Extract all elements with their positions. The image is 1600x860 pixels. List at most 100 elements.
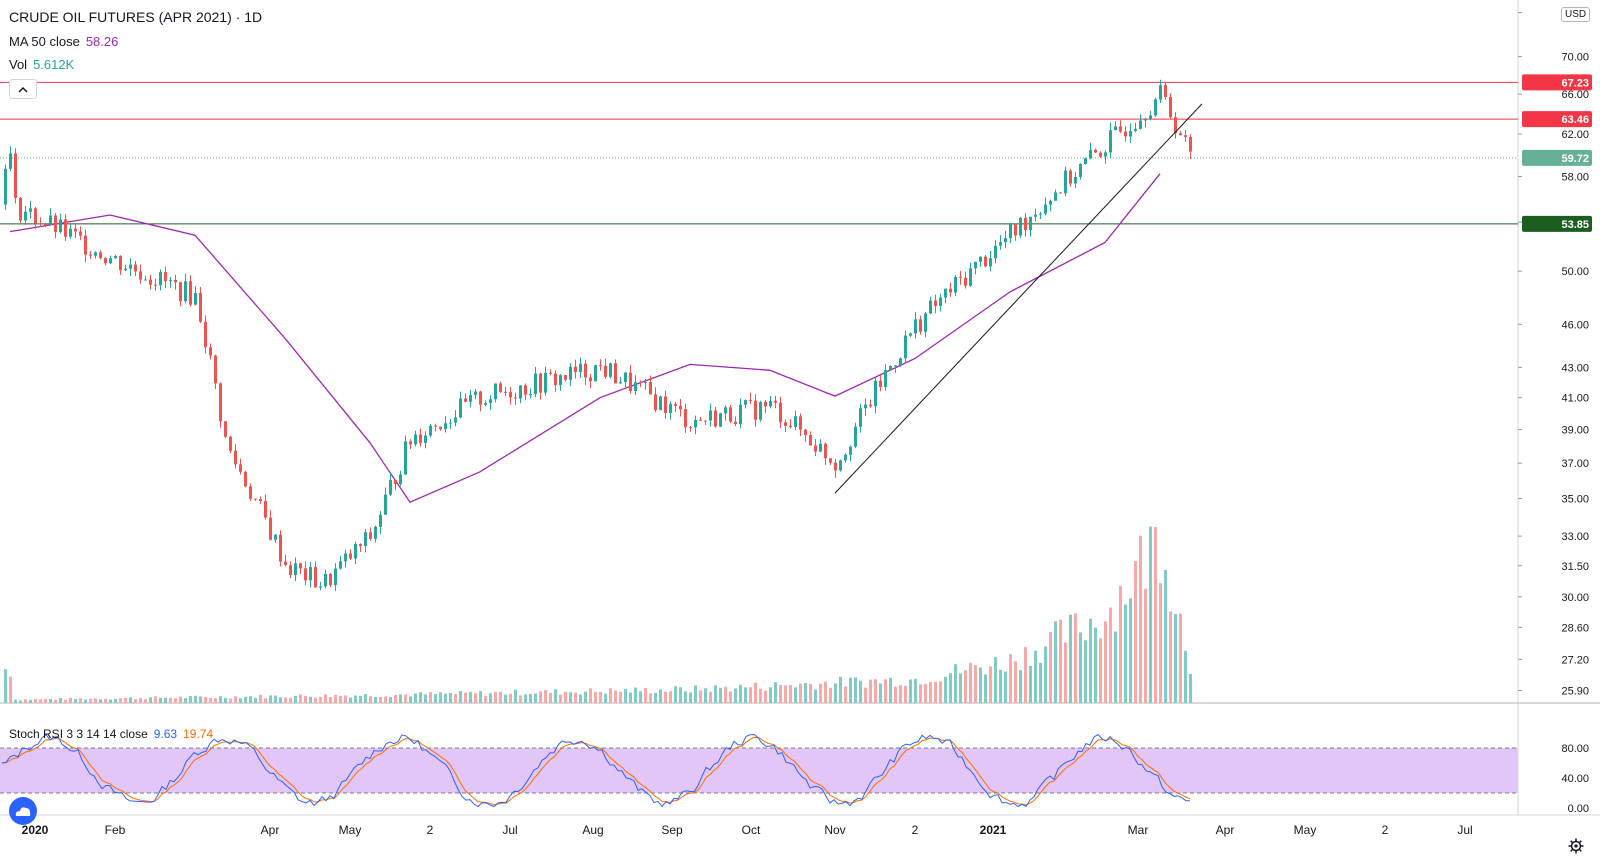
volume-bar	[199, 696, 202, 703]
volume-bar	[1004, 671, 1007, 703]
candle-body	[789, 425, 792, 428]
candle-body	[229, 436, 232, 451]
volume-bar	[809, 683, 812, 703]
price-axis[interactable]: 75.0070.0066.0062.0058.0054.0050.0046.00…	[1518, 8, 1589, 698]
volume-bar	[124, 697, 127, 703]
candle-body	[1099, 152, 1102, 157]
volume-bar	[644, 687, 647, 703]
candle-body	[1024, 217, 1027, 231]
stoch-rsi-pane: 80.00 40.00 0.00	[0, 733, 1589, 815]
candle-body	[779, 402, 782, 423]
volume-bar	[249, 696, 252, 703]
volume-bar	[899, 685, 902, 703]
candle-body	[394, 479, 397, 485]
volume-bar	[274, 695, 277, 703]
time-axis[interactable]: 2020 Feb Apr May 2 Jul Aug Sep Oct Nov 2 2021 Mar Apr…	[22, 823, 1473, 837]
candle-body	[889, 365, 892, 371]
candle-body	[489, 399, 492, 404]
currency-badge[interactable]: USD	[1561, 7, 1591, 22]
candle-body	[249, 486, 252, 499]
volume-bar	[69, 697, 72, 703]
price-label-text: 59.72	[1561, 153, 1589, 165]
horizontal-levels[interactable]	[0, 81, 1518, 225]
candle-body	[244, 471, 247, 487]
candle-body	[4, 168, 7, 205]
candle-body	[879, 380, 882, 388]
volume-bar	[754, 682, 757, 703]
candle-body	[64, 219, 67, 237]
price-tick-label: 31.50	[1561, 561, 1589, 573]
candle-body	[1069, 170, 1072, 184]
volume-bar	[1179, 613, 1182, 703]
volume-bar	[969, 662, 972, 703]
volume-bar	[99, 699, 102, 703]
volume-bar	[354, 695, 357, 703]
settings-button[interactable]	[1566, 836, 1586, 856]
volume-bar	[1019, 670, 1022, 703]
candle-body	[89, 254, 92, 256]
price-tick-label: 62.00	[1561, 129, 1589, 141]
candle-body	[859, 408, 862, 427]
candle-body	[34, 208, 37, 224]
stoch-d-line	[1, 736, 1191, 806]
volume-bar	[169, 697, 172, 703]
volume-bar	[284, 697, 287, 703]
volume-bar	[214, 698, 217, 703]
candle-body	[1179, 133, 1182, 136]
volume-bar	[414, 693, 417, 703]
candle-body	[669, 403, 672, 413]
price-tick-label: 33.00	[1561, 531, 1589, 543]
volume-bar	[444, 693, 447, 703]
candle-body	[949, 288, 952, 293]
candle-body	[874, 380, 877, 407]
volume-bar	[549, 692, 552, 703]
candle-body	[14, 153, 17, 198]
candle-body	[474, 391, 477, 396]
candle-body	[684, 409, 687, 428]
candle-body	[679, 405, 682, 410]
vol-legend: Vol 5.612K	[9, 57, 74, 72]
candle-body	[179, 282, 182, 302]
candle-body	[849, 446, 852, 455]
volume-bar	[134, 699, 137, 703]
volume-bar	[554, 689, 557, 703]
collapse-legend-button[interactable]	[9, 79, 37, 99]
volume-bar	[499, 691, 502, 703]
candle-body	[1014, 224, 1017, 236]
volume-bar	[464, 692, 467, 703]
candle-body	[279, 534, 282, 562]
volume-bar	[624, 688, 627, 703]
candle-body	[654, 394, 657, 411]
time-tick-label: Nov	[824, 823, 845, 837]
candle-body	[1134, 128, 1137, 132]
candle-body	[604, 365, 607, 377]
candle-body	[959, 276, 962, 278]
volume-bar	[909, 679, 912, 703]
volume-bar	[519, 695, 522, 703]
price-tick-label: 50.00	[1561, 266, 1589, 278]
candle-body	[629, 372, 632, 392]
candle-body	[1144, 119, 1147, 121]
volume-bar	[439, 692, 442, 703]
candle-body	[979, 256, 982, 262]
logo-icon[interactable]	[9, 797, 37, 825]
price-tick-label: 27.20	[1561, 654, 1589, 666]
trendline[interactable]	[834, 103, 1203, 494]
candle-body	[1084, 158, 1087, 165]
volume-bar	[329, 697, 332, 703]
volume-bar	[1094, 627, 1097, 703]
candle-body	[469, 395, 472, 402]
price-label-text: 67.23	[1561, 77, 1589, 89]
volume-bar	[194, 695, 197, 703]
candle-body	[354, 543, 357, 559]
candle-body	[364, 532, 367, 546]
volume-bar	[779, 684, 782, 703]
candle-body	[1159, 85, 1162, 100]
volume-bar	[434, 694, 437, 703]
candle-body	[974, 261, 977, 269]
candle-body	[69, 228, 72, 237]
volume-bar	[514, 689, 517, 703]
candle-body	[539, 373, 542, 393]
trendline-segment	[834, 103, 1203, 494]
